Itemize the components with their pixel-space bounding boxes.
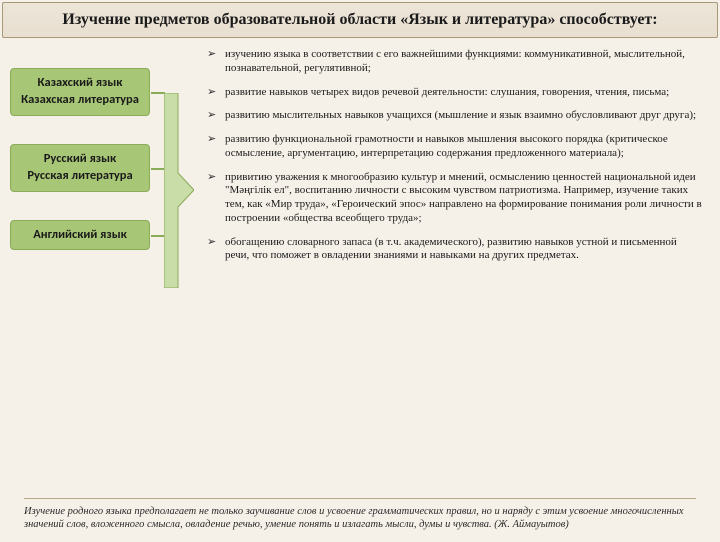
subject-box-russian: Русский язык Русская литература xyxy=(10,144,150,192)
list-item: ➢ развитие навыков четырех видов речевой… xyxy=(207,86,710,100)
bullet-text: развитию мыслительных навыков учащихся (… xyxy=(225,109,710,123)
bullet-icon: ➢ xyxy=(207,109,225,123)
subject-label: Русский язык xyxy=(15,151,145,168)
bullet-icon: ➢ xyxy=(207,48,225,76)
bullets-column: ➢ изучению языка в соответствии с его ва… xyxy=(185,48,710,278)
bullet-icon: ➢ xyxy=(207,171,225,226)
subject-box-kazakh: Казахский язык Казахская литература xyxy=(10,68,150,116)
bullet-text: изучению языка в соответствии с его важн… xyxy=(225,48,710,76)
bullet-text: развитие навыков четырех видов речевой д… xyxy=(225,86,710,100)
footer-quote: Изучение родного языка предполагает не т… xyxy=(24,498,696,532)
bullet-icon: ➢ xyxy=(207,86,225,100)
arrow-icon xyxy=(164,93,194,288)
bullet-text: развитию функциональной грамотности и на… xyxy=(225,133,710,161)
subjects-column: Казахский язык Казахская литература Русс… xyxy=(10,48,185,278)
bullet-icon: ➢ xyxy=(207,133,225,161)
list-item: ➢ изучению языка в соответствии с его ва… xyxy=(207,48,710,76)
subject-label: Русская литература xyxy=(15,168,145,185)
connector-line xyxy=(151,92,165,94)
subject-box-english: Английский язык xyxy=(10,220,150,251)
subject-label: Английский язык xyxy=(15,227,145,244)
bullet-text: привитию уважения к многообразию культур… xyxy=(225,171,710,226)
page-title: Изучение предметов образовательной облас… xyxy=(2,2,718,38)
list-item: ➢ обогащению словарного запаса (в т.ч. а… xyxy=(207,236,710,264)
title-text: Изучение предметов образовательной облас… xyxy=(62,11,657,28)
subject-label: Казахская литература xyxy=(15,92,145,109)
bullet-text: обогащению словарного запаса (в т.ч. ака… xyxy=(225,236,710,264)
list-item: ➢ развитию мыслительных навыков учащихся… xyxy=(207,109,710,123)
list-item: ➢ развитию функциональной грамотности и … xyxy=(207,133,710,161)
main-content: Казахский язык Казахская литература Русс… xyxy=(0,40,720,278)
connector-line xyxy=(151,168,165,170)
quote-text: Изучение родного языка предполагает не т… xyxy=(24,506,684,531)
bullet-icon: ➢ xyxy=(207,236,225,264)
subject-label: Казахский язык xyxy=(15,75,145,92)
list-item: ➢ привитию уважения к многообразию культ… xyxy=(207,171,710,226)
connector-line xyxy=(151,235,165,237)
